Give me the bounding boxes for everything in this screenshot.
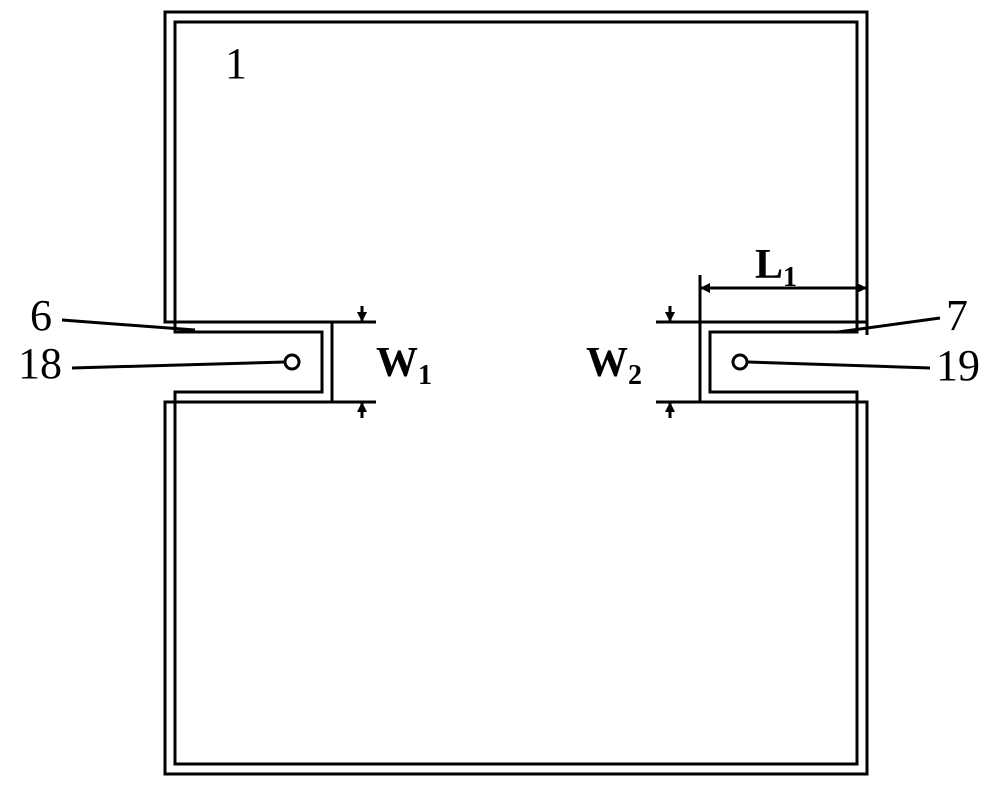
svg-text:W1: W1 — [376, 340, 432, 391]
callout-label-6: 6 — [30, 291, 52, 340]
callout-label-19: 19 — [936, 341, 980, 390]
callout-label-18: 18 — [18, 339, 62, 388]
svg-text:L1: L1 — [755, 242, 797, 293]
dimension-w1: W1 — [332, 306, 432, 418]
hole-right-19 — [733, 355, 747, 369]
technical-diagram: W1 W2 L1 1 6 18 7 19 — [0, 0, 986, 786]
svg-text:W2: W2 — [586, 340, 642, 391]
leader-18 — [72, 362, 285, 368]
inner-body — [175, 22, 857, 764]
callout-label-7: 7 — [946, 291, 968, 340]
callout-label-1: 1 — [225, 39, 247, 88]
hole-left-18 — [285, 355, 299, 369]
leader-7 — [838, 318, 940, 332]
leader-19 — [748, 362, 930, 368]
